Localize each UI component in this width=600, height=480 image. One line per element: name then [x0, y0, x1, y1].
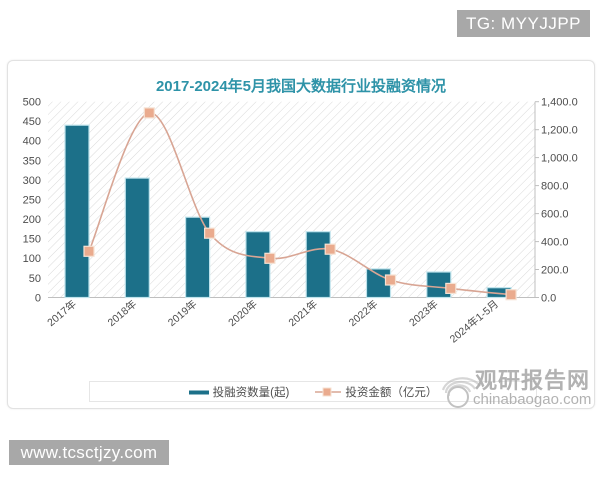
- svg-text:100: 100: [23, 253, 41, 265]
- svg-text:600.0: 600.0: [541, 208, 569, 220]
- svg-text:50: 50: [29, 273, 41, 285]
- svg-text:2019年: 2019年: [165, 297, 199, 329]
- svg-text:2024年1-5月: 2024年1-5月: [447, 297, 501, 345]
- svg-text:2021年: 2021年: [286, 297, 320, 329]
- svg-text:500: 500: [23, 97, 41, 109]
- svg-text:350: 350: [23, 155, 41, 167]
- svg-text:250: 250: [23, 195, 41, 207]
- svg-text:800.0: 800.0: [541, 180, 569, 192]
- svg-text:0: 0: [35, 293, 41, 305]
- svg-text:2022年: 2022年: [346, 297, 380, 329]
- svg-text:400.0: 400.0: [541, 236, 569, 248]
- svg-text:300: 300: [23, 175, 41, 187]
- svg-text:1,200.0: 1,200.0: [541, 125, 578, 137]
- svg-text:2017年: 2017年: [45, 297, 79, 329]
- svg-text:1,400.0: 1,400.0: [541, 97, 578, 109]
- svg-text:200: 200: [23, 214, 41, 226]
- svg-text:0.0: 0.0: [541, 292, 556, 304]
- svg-text:2020年: 2020年: [226, 297, 260, 329]
- svg-text:1,000.0: 1,000.0: [541, 152, 578, 164]
- svg-text:2018年: 2018年: [105, 297, 139, 329]
- svg-text:200.0: 200.0: [541, 264, 569, 276]
- svg-text:400: 400: [23, 136, 41, 148]
- svg-text:2023年: 2023年: [406, 297, 440, 329]
- svg-text:450: 450: [23, 116, 41, 128]
- svg-text:150: 150: [23, 234, 41, 246]
